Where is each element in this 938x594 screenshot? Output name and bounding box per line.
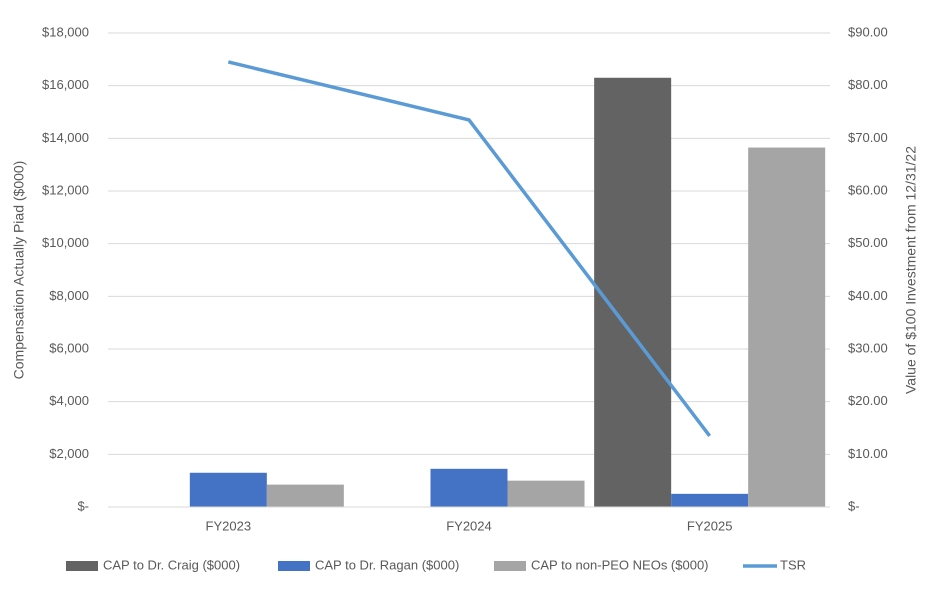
y2-tick-label: $20.00 (848, 393, 888, 408)
bar (748, 147, 826, 508)
y2-tick-label: $60.00 (848, 182, 888, 197)
bar (594, 77, 672, 508)
y-tick-label: $8,000 (49, 288, 89, 303)
legend-swatch (278, 561, 310, 571)
y2-tick-label: $30.00 (848, 340, 888, 355)
y-tick-label: $16,000 (42, 77, 89, 92)
y-tick-label: $- (77, 498, 89, 513)
y-axis-title: Compensation Actually Piad ($000) (11, 161, 27, 380)
line (227, 60, 712, 437)
y2-tick-label: $90.00 (848, 24, 888, 39)
bar (671, 493, 749, 507)
y-tick-label: $6,000 (49, 340, 89, 355)
bar (266, 484, 344, 507)
x-tick-label: FY2025 (687, 518, 733, 533)
y-tick-label: $2,000 (49, 446, 89, 461)
x-tick-label: FY2024 (446, 518, 492, 533)
y-tick-label: $12,000 (42, 182, 89, 197)
legend-label: CAP to Dr. Ragan ($000) (315, 557, 459, 572)
y2-tick-label: $50.00 (848, 235, 888, 250)
y2-axis-title: Value of $100 Investment from 12/31/22 (903, 146, 919, 394)
legend-swatch (494, 561, 526, 571)
y-tick-label: $10,000 (42, 235, 89, 250)
x-tick-label: FY2023 (206, 518, 252, 533)
bar (189, 472, 267, 507)
y2-tick-label: $40.00 (848, 288, 888, 303)
legend-label: TSR (780, 557, 806, 572)
legend-label: CAP to Dr. Craig ($000) (103, 557, 240, 572)
y2-tick-label: $70.00 (848, 130, 888, 145)
legend-swatch (66, 561, 98, 571)
y-tick-label: $18,000 (42, 24, 89, 39)
y-tick-label: $4,000 (49, 393, 89, 408)
legend-label: CAP to non-PEO NEOs ($000) (531, 557, 709, 572)
y2-tick-label: $80.00 (848, 77, 888, 92)
y-tick-label: $14,000 (42, 130, 89, 145)
bar (507, 480, 585, 507)
bar (430, 468, 508, 507)
y2-tick-label: $- (848, 498, 860, 513)
y2-tick-label: $10.00 (848, 446, 888, 461)
